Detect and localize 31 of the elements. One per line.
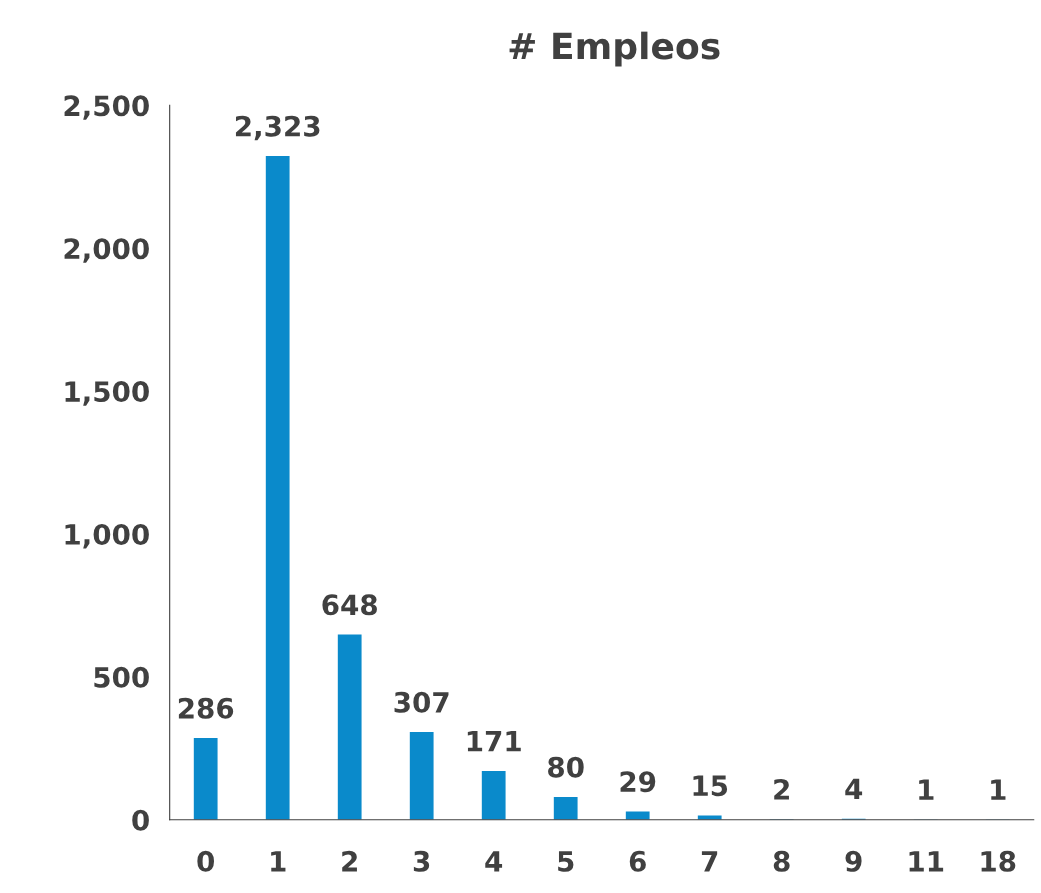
- data-label: 1: [991, 779, 1006, 800]
- x-tick-label: 0: [197, 850, 215, 872]
- x-tick-label: 2: [342, 850, 357, 872]
- y-tick-label: 2,000: [64, 238, 149, 263]
- x-tick-label: 18: [981, 850, 1016, 872]
- x-tick-label: 7: [701, 851, 718, 872]
- y-tick-label: 2,500: [64, 95, 149, 120]
- y-tick-label: 500: [94, 666, 149, 688]
- y-tick-label: 1,500: [65, 381, 149, 406]
- x-tick-label: 11: [909, 851, 944, 872]
- y-tick-label: 0: [132, 809, 149, 831]
- data-label: 171: [467, 730, 521, 752]
- data-label: 307: [394, 691, 449, 713]
- data-label: 286: [178, 697, 234, 719]
- data-label: 29: [620, 771, 656, 793]
- data-label: 648: [322, 594, 377, 616]
- x-tick-label: 9: [845, 850, 862, 872]
- x-tick-label: 4: [485, 851, 503, 872]
- data-label: 4: [845, 778, 863, 799]
- data-label: 15: [693, 775, 728, 797]
- x-tick-label: 5: [558, 851, 574, 872]
- x-tick-label: 3: [413, 850, 430, 872]
- data-label: 1: [919, 779, 934, 800]
- data-label: 2: [774, 778, 789, 800]
- chart-title: # Empleos: [509, 31, 720, 67]
- y-tick-label: 1,000: [65, 523, 149, 549]
- x-tick-label: 6: [629, 850, 646, 872]
- data-label: 2,323: [235, 115, 320, 141]
- data-label: 80: [548, 756, 584, 778]
- x-tick-label: 8: [773, 850, 790, 872]
- x-tick-label: 1: [271, 851, 286, 872]
